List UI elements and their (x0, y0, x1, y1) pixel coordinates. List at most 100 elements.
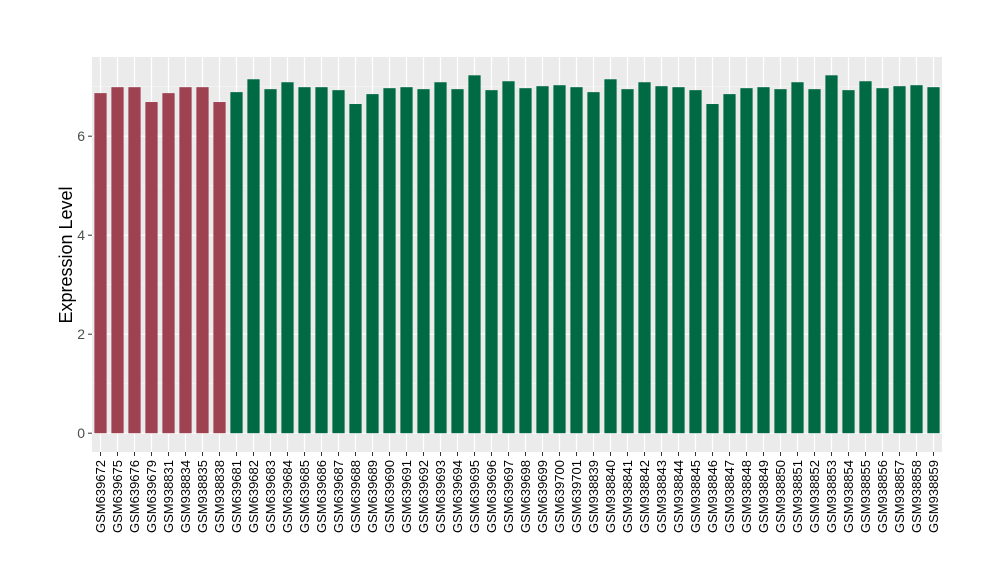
bar (247, 79, 260, 434)
bar (587, 92, 600, 434)
x-tick-label: GSM639683 (263, 460, 278, 533)
bar (536, 86, 549, 434)
x-tick-label: GSM639682 (246, 460, 261, 533)
bar (502, 81, 515, 434)
y-tick-label: 0 (77, 425, 85, 441)
bar (791, 82, 804, 434)
x-tick-label: GSM938839 (586, 460, 601, 533)
x-tick-label: GSM938853 (824, 460, 839, 533)
bar (893, 86, 906, 434)
bar (145, 102, 158, 434)
bar (434, 82, 447, 434)
x-tick-label: GSM938851 (790, 460, 805, 533)
bar (196, 87, 209, 434)
bar (315, 87, 328, 434)
bar (927, 87, 940, 434)
x-tick-label: GSM639691 (399, 460, 414, 533)
y-axis-label: Expression Level (56, 186, 76, 323)
bar (519, 88, 532, 434)
x-tick-label: GSM938831 (161, 460, 176, 533)
x-tick-label: GSM938834 (178, 460, 193, 533)
bar (672, 87, 685, 434)
bar (859, 81, 872, 434)
x-tick-label: GSM639700 (552, 460, 567, 533)
x-tick-label: GSM938849 (756, 460, 771, 533)
bar (179, 87, 192, 434)
x-tick-label: GSM639686 (314, 460, 329, 533)
x-tick-label: GSM639692 (416, 460, 431, 533)
bar (94, 93, 107, 434)
x-tick-label: GSM639687 (331, 460, 346, 533)
x-tick-label: GSM639681 (229, 460, 244, 533)
y-tick-label: 6 (77, 128, 85, 144)
bar (451, 89, 464, 434)
x-tick-label: GSM938845 (688, 460, 703, 533)
bar (570, 87, 583, 434)
bar (740, 88, 753, 434)
x-tick-label: GSM938859 (926, 460, 941, 533)
bar (604, 79, 617, 434)
x-tick-label: GSM938854 (841, 460, 856, 533)
x-tick-label: GSM938842 (637, 460, 652, 533)
x-tick-label: GSM938838 (212, 460, 227, 533)
bar (655, 86, 668, 434)
x-tick-label: GSM639693 (433, 460, 448, 533)
x-tick-label: GSM639679 (144, 460, 159, 533)
x-tick-label: GSM938855 (858, 460, 873, 533)
x-tick-label: GSM938835 (195, 460, 210, 533)
bar (876, 88, 889, 434)
x-tick-label: GSM639672 (93, 460, 108, 533)
x-tick-label: GSM639698 (518, 460, 533, 533)
bar (298, 87, 311, 434)
x-tick-label: GSM938848 (739, 460, 754, 533)
bar (808, 89, 821, 434)
bar (162, 93, 175, 434)
bar (366, 94, 379, 434)
bar (468, 75, 481, 434)
bar (723, 94, 736, 434)
x-tick-label: GSM938850 (773, 460, 788, 533)
bar (281, 82, 294, 434)
bar (621, 89, 634, 434)
bar (400, 87, 413, 434)
bar (689, 90, 702, 434)
bar (910, 85, 923, 434)
x-tick-label: GSM639675 (110, 460, 125, 533)
x-tick-label: GSM639684 (280, 460, 295, 533)
x-tick-label: GSM639695 (467, 460, 482, 533)
bar (842, 90, 855, 434)
x-tick-label: GSM938840 (603, 460, 618, 533)
x-tick-label: GSM639676 (127, 460, 142, 533)
bar (638, 82, 651, 434)
bar (825, 75, 838, 434)
bar (213, 102, 226, 434)
x-tick-label: GSM938843 (654, 460, 669, 533)
bar (264, 89, 277, 434)
x-tick-label: GSM639697 (501, 460, 516, 533)
bar (383, 88, 396, 434)
x-tick-label: GSM938844 (671, 460, 686, 533)
bar (111, 87, 124, 434)
x-tick-label: GSM938857 (892, 460, 907, 533)
bar (485, 90, 498, 434)
x-tick-label: GSM639701 (569, 460, 584, 533)
bar (332, 90, 345, 434)
x-tick-label: GSM938847 (722, 460, 737, 533)
bar (774, 89, 787, 434)
x-tick-label: GSM938846 (705, 460, 720, 533)
bar (757, 87, 770, 434)
bar (417, 89, 430, 434)
bar (230, 92, 243, 434)
y-tick-label: 4 (77, 227, 85, 243)
x-tick-label: GSM639694 (450, 460, 465, 533)
x-tick-label: GSM639688 (348, 460, 363, 533)
bar (553, 85, 566, 434)
x-tick-label: GSM938841 (620, 460, 635, 533)
bar (128, 87, 141, 434)
x-tick-label: GSM938858 (909, 460, 924, 533)
bar (349, 104, 362, 434)
x-tick-label: GSM639689 (365, 460, 380, 533)
bar (706, 104, 719, 434)
